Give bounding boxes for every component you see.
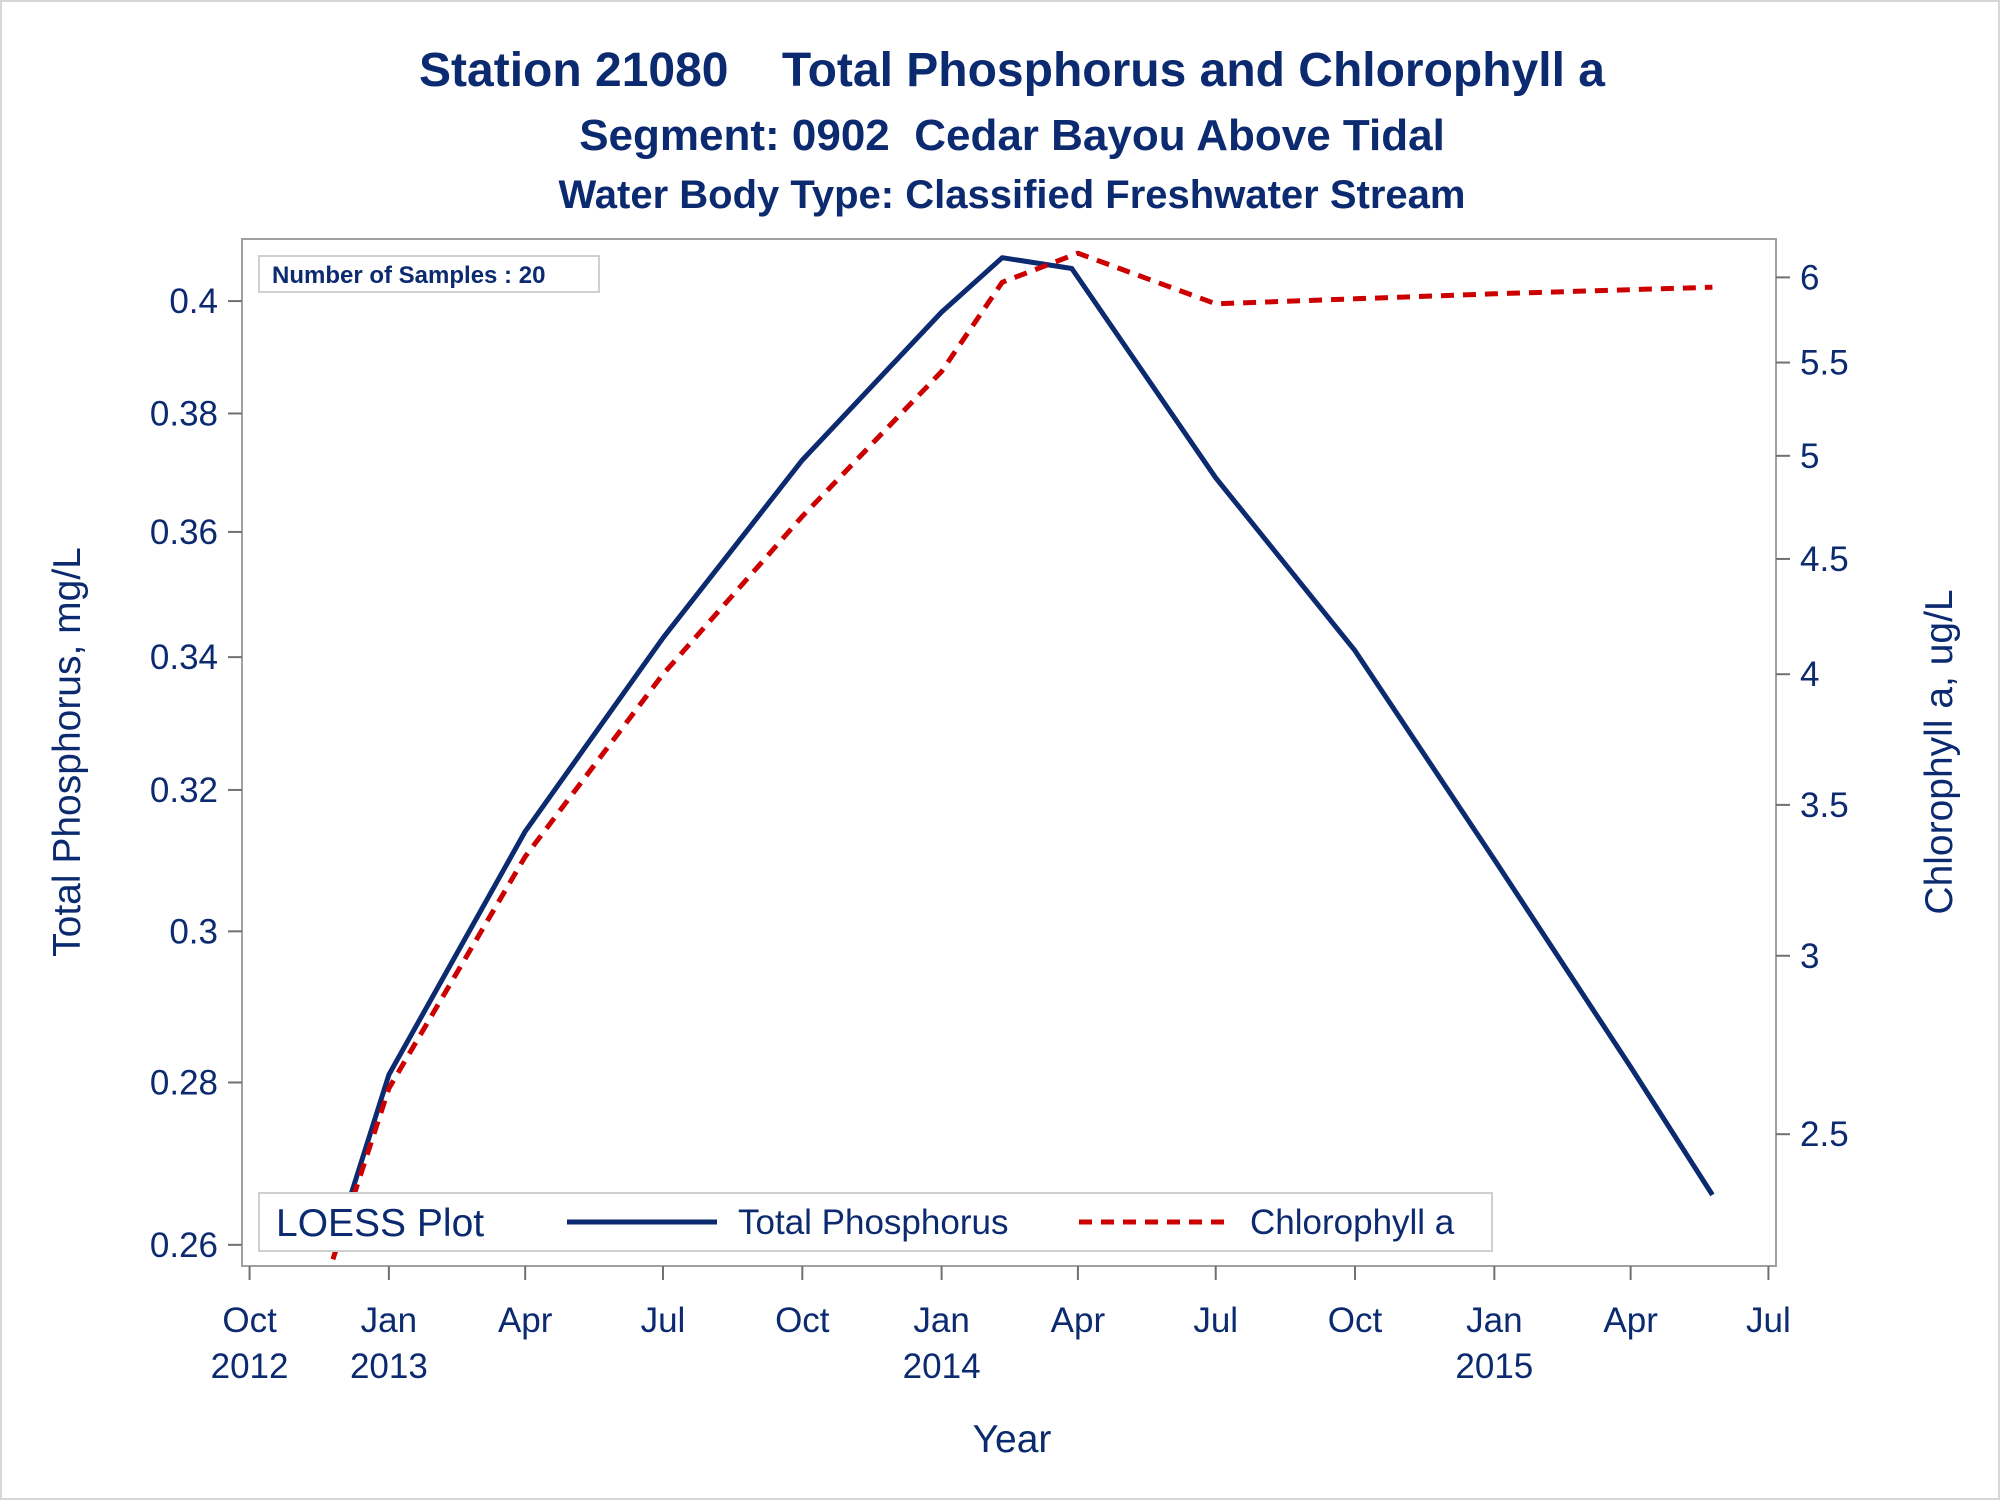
x-tick-label: Jan [913,1301,969,1340]
legend-entry-total-phosphorus: Total Phosphorus [738,1203,1008,1242]
y-tick-label: 0.26 [150,1226,218,1265]
y-tick-label: 0.4 [169,282,218,321]
y-tick-label: 0.38 [150,394,218,433]
y-axis-right: 2.5 3 3.5 4 4.5 5 5.5 6 [1776,258,1849,1154]
y-tick-label: 0.34 [150,638,218,677]
x-tick-label: Apr [1603,1301,1658,1340]
series-line-total-phosphorus [338,255,1715,1229]
y2-tick-label: 4.5 [1800,540,1849,579]
x-tick-label: Oct [1328,1301,1383,1340]
y-axis-left: 0.26 0.28 0.3 0.32 0.34 0.36 0.38 0.4 [150,282,242,1265]
x-tick-label: Apr [498,1301,553,1340]
legend: LOESS Plot Total Phosphorus Chlorophyll … [258,1192,1493,1252]
sample-count-inset: Number of Samples : 20 [258,255,600,293]
series-layer [330,250,1715,1261]
x-tick-year-label: 2013 [350,1347,428,1386]
legend-title: LOESS Plot [276,1202,484,1245]
x-axis: Oct 2012 Jan 2013 Apr Jul Oct Jan 2014 Apr Jul Oct J… [211,1266,1791,1386]
chart-subtitle: Segment: 0902 Cedar Bayou Above Tidal [579,111,1445,160]
y2-tick-label: 6 [1800,258,1819,297]
y2-tick-label: 5 [1800,437,1819,476]
y-tick-label: 0.36 [150,513,218,552]
y2-tick-label: 3 [1800,937,1819,976]
y-tick-label: 0.28 [150,1063,218,1102]
x-axis-label: Year [973,1418,1052,1461]
x-tick-year-label: 2012 [211,1347,289,1386]
sample-count-text: Number of Samples : 20 [272,262,545,289]
x-tick-label: Oct [222,1301,277,1340]
plot-area [241,238,1777,1267]
x-tick-year-label: 2015 [1455,1347,1533,1386]
legend-box [258,1192,1493,1252]
x-tick-year-label: 2014 [903,1347,981,1386]
y2-tick-label: 2.5 [1800,1115,1849,1154]
y2-tick-label: 5.5 [1800,344,1849,383]
chart-title: Station 21080 Total Phosphorus and Chlor… [419,44,1605,97]
y-axis-label: Total Phosphorus, mg/L [46,547,89,957]
x-tick-label: Apr [1051,1301,1106,1340]
legend-entry-chlorophyll: Chlorophyll a [1250,1203,1455,1242]
y2-tick-label: 3.5 [1800,786,1849,825]
y-tick-label: 0.3 [169,912,218,951]
sample-count-box [258,255,600,293]
x-tick-label: Jul [1193,1301,1238,1340]
x-tick-label: Oct [775,1301,830,1340]
x-tick-label: Jul [1746,1301,1791,1340]
x-tick-label: Jul [641,1301,686,1340]
y2-axis-label: Chlorophyll a, ug/L [1918,589,1961,914]
series-line-chlorophyll-a [330,250,1713,1261]
x-tick-label: Jan [361,1301,417,1340]
x-tick-label: Jan [1466,1301,1522,1340]
y2-tick-label: 4 [1800,655,1819,694]
y-tick-label: 0.32 [150,771,218,810]
chart-subtitle-2: Water Body Type: Classified Freshwater S… [559,173,1466,217]
